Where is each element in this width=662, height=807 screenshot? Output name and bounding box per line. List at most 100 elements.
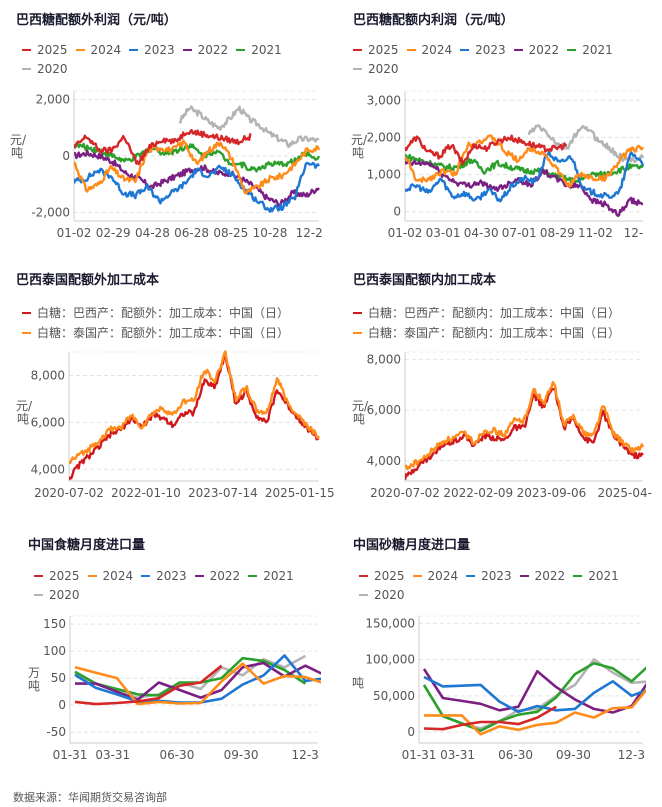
y-tick-label: 6,000 — [31, 415, 65, 429]
legend-label: 2023 — [475, 43, 506, 57]
legend-swatch — [513, 48, 523, 51]
legend-label: 2024 — [421, 43, 453, 57]
series-line-2025 — [405, 134, 568, 166]
legend-label: 2020 — [374, 588, 405, 602]
legend-label: 白糖：泰国产：配额外：加工成本：中国（日） — [37, 326, 290, 340]
series-line-2021 — [74, 656, 307, 697]
series-line-2024 — [74, 662, 321, 706]
panel-china-sugar-monthly-import: 中国食糖月度进口量 2025 2024 2023 2022 2021 2020 万吨 15… — [0, 525, 331, 787]
legend-swatch — [141, 574, 151, 577]
legend-label: 白糖：巴西产：配额内：加工成本：中国（日） — [368, 306, 621, 320]
legend-item[interactable]: 2024 — [406, 41, 453, 60]
legend-label: 2021 — [588, 569, 619, 583]
legend-item[interactable]: 2025 — [353, 41, 399, 60]
series-line-2025 — [423, 705, 557, 731]
y-tick-label: 2,000 — [36, 92, 70, 106]
x-tick-label: 09-30 — [556, 748, 591, 762]
legend-swatch — [22, 331, 31, 334]
y-tick-label: 0 — [58, 698, 66, 712]
series-line-2023 — [74, 654, 321, 704]
legend-item[interactable]: 2025 — [22, 41, 68, 60]
chart-legend: 2025 2024 2023 2022 2021 2020 — [353, 41, 653, 79]
panel-brazil-in-quota-profit: 巴西糖配额内利润（元/吨） 2025 2024 2023 2022 2021 2020 元… — [331, 0, 662, 260]
legend-item[interactable]: 2023 — [141, 567, 187, 586]
y-axis-label: 万吨 — [27, 666, 40, 693]
chart-legend: 2025 2024 2023 2022 2021 2020 — [22, 41, 322, 79]
legend-item[interactable]: 2021 — [236, 41, 282, 60]
chart-legend: 2025 2024 2023 2022 2021 2020 — [359, 567, 649, 605]
y-tick-label: 4,000 — [31, 462, 65, 476]
legend-item[interactable]: 2024 — [412, 567, 459, 586]
legend-swatch — [353, 311, 362, 314]
legend-item[interactable]: 2024 — [75, 41, 121, 60]
x-tick-label: 01-31 — [402, 748, 437, 762]
series-line-2023 — [423, 675, 646, 714]
series-line- — [405, 381, 645, 471]
legend-item[interactable]: 2021 — [573, 567, 619, 586]
legend-swatch — [466, 574, 476, 577]
legend-swatch — [34, 574, 43, 577]
series-line- — [69, 350, 321, 465]
legend-item[interactable]: 2023 — [460, 41, 506, 60]
legend-item[interactable]: 2022 — [182, 41, 228, 60]
legend-item[interactable]: 2022 — [513, 41, 559, 60]
series-group — [422, 658, 646, 736]
legend-item[interactable]: 2024 — [87, 567, 133, 586]
series-group — [405, 124, 645, 217]
legend-item[interactable]: 2022 — [194, 567, 240, 586]
chart-plot: 2,000 0 -2,000 01-02 02-29 04-28 06-28 08-25 10-… — [31, 90, 323, 240]
legend-swatch — [573, 574, 583, 577]
legend-label: 2023 — [156, 569, 187, 583]
legend-item[interactable]: 2023 — [129, 41, 175, 60]
legend-label: 2025 — [374, 569, 405, 583]
legend-item[interactable]: 2022 — [519, 567, 566, 586]
legend-item[interactable]: 2020 — [359, 586, 405, 605]
x-tick-label: 01-02 — [57, 226, 92, 240]
legend-swatch — [412, 574, 422, 577]
series-line-2024 — [405, 134, 645, 188]
chart-title: 巴西泰国配额外加工成本 — [16, 273, 160, 288]
legend-item[interactable]: 2021 — [567, 41, 613, 60]
legend-swatch — [567, 48, 577, 51]
chart-plot: 8,000 6,000 4,000 2020-07-02 2022-01-10 2023-… — [31, 350, 335, 500]
panel-brazil-out-quota-profit: 巴西糖配额外利润（元/吨） 2025 2024 2023 2022 2021 2020 元… — [0, 0, 331, 260]
legend-item[interactable]: 白糖：巴西产：配额内：加工成本：中国（日） — [353, 303, 620, 323]
series-line-2023 — [405, 150, 645, 203]
legend-item[interactable]: 2023 — [466, 567, 512, 586]
y-axis-label: 元/吨 — [352, 399, 369, 426]
panel-china-raw-sugar-monthly-import: 中国砂糖月度进口量 2025 2024 2023 2022 2021 2020 吨 150… — [331, 525, 662, 787]
legend-swatch — [353, 331, 362, 334]
series-group — [74, 105, 321, 213]
legend-label: 2025 — [368, 43, 399, 57]
y-tick-label: 150,000 — [365, 616, 415, 630]
legend-item[interactable]: 白糖：泰国产：配额内：加工成本：中国（日） — [353, 323, 620, 343]
x-tick-label: 09-30 — [224, 748, 259, 762]
x-tick-label: 02-29 — [96, 226, 131, 240]
legend-item[interactable]: 2025 — [359, 567, 405, 586]
legend-item[interactable]: 2020 — [353, 60, 399, 79]
chart-plot: 150 100 50 0 -50 01-31 03-31 06-30 09-30 12-3 — [43, 615, 321, 762]
legend-item[interactable]: 2020 — [34, 586, 80, 605]
x-tick-label: 2022-02-09 — [443, 486, 513, 500]
series-group — [405, 381, 645, 480]
legend-item[interactable]: 2025 — [34, 567, 80, 586]
legend-swatch — [359, 593, 368, 596]
legend-label: 2022 — [534, 569, 566, 583]
legend-swatch — [460, 48, 470, 51]
legend-label: 2020 — [49, 588, 80, 602]
y-tick-label: -2,000 — [31, 206, 70, 220]
series-line-2025 — [74, 664, 223, 706]
x-tick-label: 06-28 — [174, 226, 209, 240]
legend-item[interactable]: 2020 — [22, 60, 68, 79]
legend-item[interactable]: 白糖：巴西产：配额外：加工成本：中国（日） — [22, 303, 289, 323]
legend-item[interactable]: 白糖：泰国产：配额外：加工成本：中国（日） — [22, 323, 289, 343]
legend-label: 2024 — [427, 569, 459, 583]
chart-title: 巴西泰国配额内加工成本 — [353, 273, 497, 288]
legend-swatch — [182, 48, 192, 51]
legend-swatch — [22, 67, 31, 70]
x-tick-label: 2025-01-15 — [265, 486, 335, 500]
y-tick-label: -50 — [46, 725, 66, 739]
series-line-2020 — [527, 124, 645, 164]
panel-in-quota-processing-cost: 巴西泰国配额内加工成本 白糖：巴西产：配额内：加工成本：中国（日） 白糖：泰国产：… — [331, 260, 662, 525]
legend-item[interactable]: 2021 — [248, 567, 294, 586]
